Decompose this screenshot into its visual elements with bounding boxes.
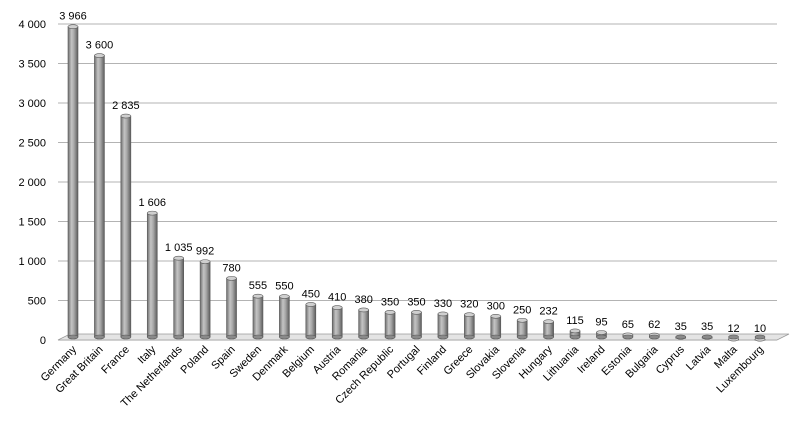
data-label: 3 600 [86,40,114,52]
data-label: 300 [487,300,505,312]
data-label: 10 [754,323,766,335]
data-label: 555 [249,280,267,292]
bar [411,310,422,340]
data-label: 35 [701,321,713,333]
data-label: 410 [328,292,346,304]
bar [437,311,449,340]
bar [622,332,634,340]
data-label: 320 [460,299,478,311]
x-category-label: Latvia [684,343,714,373]
x-category-label: France [99,344,132,377]
data-label: 2 835 [112,100,140,112]
data-label: 1 606 [139,197,167,209]
bar [543,319,554,340]
bar [464,312,475,340]
bar [252,293,264,340]
y-tick-label: 500 [28,296,46,308]
data-label: 350 [381,296,399,308]
bar [701,334,713,340]
data-label: 115 [566,315,584,327]
y-tick-label: 2 500 [18,138,46,150]
bar [596,330,607,340]
y-tick-label: 4 000 [18,19,46,31]
x-category-label: Poland [179,344,212,377]
data-label: 550 [275,281,293,293]
x-category-label: Cyprus [654,343,687,376]
bar [120,113,132,340]
x-category-label: Italy [136,343,159,366]
data-label: 62 [648,319,660,331]
data-label: 780 [222,262,240,274]
bar [279,294,290,340]
data-label: 3 966 [59,11,87,23]
y-tick-label: 1 000 [18,256,46,268]
bar [94,53,105,340]
bar [199,259,211,340]
bars [67,24,766,342]
y-tick-label: 0 [40,335,46,347]
bar [649,332,660,340]
data-label: 35 [675,321,687,333]
y-tick-label: 2 000 [18,177,46,189]
data-labels: 3 966 3 600 2 835 1 606 1 035 992 780 555 550 450… [59,11,766,336]
data-label: 1 035 [165,242,193,254]
data-label: 350 [407,296,425,308]
bar [490,313,502,340]
data-label: 95 [595,316,607,328]
bar [358,307,369,340]
bar [146,210,158,340]
bar [516,317,528,340]
data-label: 992 [196,246,214,258]
y-tick-label: 3 000 [18,98,46,110]
y-tick-label: 1 500 [18,217,46,229]
bar [173,255,184,340]
data-label: 450 [302,288,320,300]
y-axis-ticks: 0 500 1 000 1 500 2 000 2 500 3 000 3 500 4 000 [18,19,46,347]
data-label: 232 [539,306,557,318]
data-label: 250 [513,304,531,316]
bar [331,305,343,340]
bar [675,334,687,340]
data-label: 12 [727,323,739,335]
bar [384,310,396,340]
bar [569,328,581,340]
data-label: 380 [354,294,372,306]
y-tick-label: 3 500 [18,59,46,71]
bar [305,302,317,340]
bar [754,334,766,342]
data-label: 65 [622,319,634,331]
bar [728,334,739,342]
gridlines [58,23,777,341]
data-label: 330 [434,298,452,310]
bar [226,276,237,340]
bar [67,24,79,340]
